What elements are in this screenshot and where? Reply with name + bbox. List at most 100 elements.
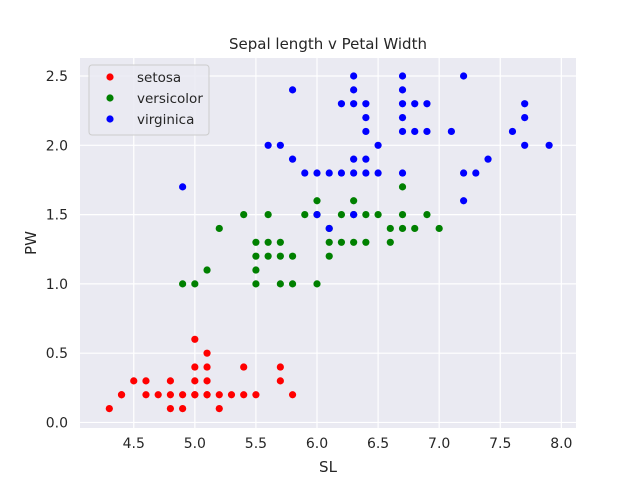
x-tick-label: 5.5 bbox=[245, 436, 267, 452]
point-virginica bbox=[460, 72, 468, 80]
series-setosa bbox=[105, 335, 297, 413]
point-virginica bbox=[484, 155, 492, 163]
point-setosa bbox=[166, 404, 175, 413]
point-virginica bbox=[521, 113, 529, 122]
point-versicolor bbox=[325, 252, 333, 260]
point-setosa bbox=[215, 404, 223, 413]
point-virginica bbox=[374, 169, 382, 177]
point-versicolor bbox=[203, 266, 211, 274]
point-setosa bbox=[276, 363, 284, 371]
point-virginica bbox=[288, 86, 297, 94]
point-versicolor bbox=[398, 183, 407, 191]
point-setosa bbox=[117, 391, 126, 399]
point-virginica bbox=[337, 100, 346, 108]
y-tick-label: 1.5 bbox=[46, 208, 68, 224]
point-setosa bbox=[276, 377, 284, 385]
point-versicolor bbox=[337, 238, 346, 246]
point-versicolor bbox=[423, 210, 431, 219]
point-setosa bbox=[142, 377, 150, 385]
point-versicolor bbox=[337, 210, 346, 219]
point-setosa bbox=[154, 391, 162, 399]
point-virginica bbox=[545, 141, 553, 149]
point-versicolor bbox=[313, 280, 321, 288]
point-virginica bbox=[264, 141, 272, 149]
point-versicolor bbox=[252, 252, 260, 260]
point-virginica bbox=[447, 127, 455, 136]
point-versicolor bbox=[276, 238, 284, 246]
legend: setosa versicolor virginica bbox=[88, 64, 210, 136]
point-virginica bbox=[508, 127, 517, 136]
x-axis-ticks: 4.5 5.0 5.5 6.0 6.5 7.0 7.5 8.0 bbox=[123, 436, 573, 452]
data-points bbox=[105, 72, 553, 413]
point-virginica bbox=[276, 141, 284, 149]
point-virginica bbox=[362, 113, 370, 122]
point-virginica bbox=[350, 210, 358, 219]
point-virginica bbox=[460, 169, 468, 177]
point-setosa bbox=[191, 335, 199, 343]
point-versicolor bbox=[191, 280, 199, 288]
point-versicolor bbox=[252, 280, 260, 288]
point-virginica bbox=[350, 72, 358, 80]
point-setosa bbox=[240, 363, 248, 371]
y-tick-label: 1.0 bbox=[46, 277, 68, 293]
point-versicolor bbox=[386, 224, 394, 233]
point-versicolor bbox=[276, 280, 284, 288]
point-virginica bbox=[398, 100, 407, 108]
point-versicolor bbox=[179, 280, 187, 288]
point-virginica bbox=[350, 100, 358, 108]
legend-marker-versicolor bbox=[106, 94, 114, 102]
x-tick-label: 4.5 bbox=[123, 436, 145, 452]
y-axis-label: PW bbox=[22, 231, 40, 255]
x-tick-label: 8.0 bbox=[550, 436, 572, 452]
point-virginica bbox=[398, 86, 407, 94]
y-tick-label: 2.0 bbox=[46, 138, 68, 154]
point-virginica bbox=[325, 224, 333, 233]
point-virginica bbox=[337, 169, 346, 177]
x-tick-label: 6.0 bbox=[306, 436, 328, 452]
point-virginica bbox=[288, 155, 297, 163]
point-setosa bbox=[203, 349, 211, 357]
point-virginica bbox=[411, 100, 419, 108]
point-virginica bbox=[374, 141, 382, 149]
point-virginica bbox=[411, 127, 419, 136]
y-tick-label: 0.0 bbox=[46, 415, 68, 431]
point-versicolor bbox=[362, 238, 370, 246]
point-versicolor bbox=[435, 224, 443, 233]
point-setosa bbox=[203, 377, 211, 385]
point-versicolor bbox=[288, 280, 297, 288]
point-virginica bbox=[313, 169, 321, 177]
point-setosa bbox=[203, 391, 211, 399]
point-versicolor bbox=[301, 210, 309, 219]
x-tick-label: 7.0 bbox=[428, 436, 450, 452]
point-versicolor bbox=[215, 224, 223, 233]
point-virginica bbox=[521, 141, 529, 149]
y-tick-label: 2.5 bbox=[46, 69, 68, 85]
y-tick-label: 0.5 bbox=[46, 346, 68, 362]
point-setosa bbox=[288, 391, 297, 399]
point-virginica bbox=[521, 100, 529, 108]
point-virginica bbox=[423, 100, 431, 108]
point-setosa bbox=[166, 377, 175, 385]
chart-title: Sepal length v Petal Width bbox=[229, 35, 427, 53]
point-setosa bbox=[142, 391, 150, 399]
point-virginica bbox=[398, 113, 407, 122]
point-setosa bbox=[252, 391, 260, 399]
point-setosa bbox=[203, 363, 211, 371]
point-virginica bbox=[423, 127, 431, 136]
legend-label-versicolor: versicolor bbox=[137, 91, 203, 107]
point-virginica bbox=[398, 127, 407, 136]
point-virginica bbox=[472, 169, 480, 177]
point-virginica bbox=[350, 86, 358, 94]
point-versicolor bbox=[325, 238, 333, 246]
point-virginica bbox=[325, 169, 333, 177]
point-setosa bbox=[105, 404, 113, 413]
series-versicolor bbox=[179, 183, 443, 288]
legend-marker-setosa bbox=[106, 73, 114, 81]
point-setosa bbox=[215, 391, 223, 399]
point-versicolor bbox=[350, 197, 358, 205]
point-virginica bbox=[398, 72, 407, 80]
point-versicolor bbox=[374, 210, 382, 219]
series-virginica bbox=[179, 72, 553, 233]
point-virginica bbox=[350, 169, 358, 177]
point-versicolor bbox=[252, 266, 260, 274]
